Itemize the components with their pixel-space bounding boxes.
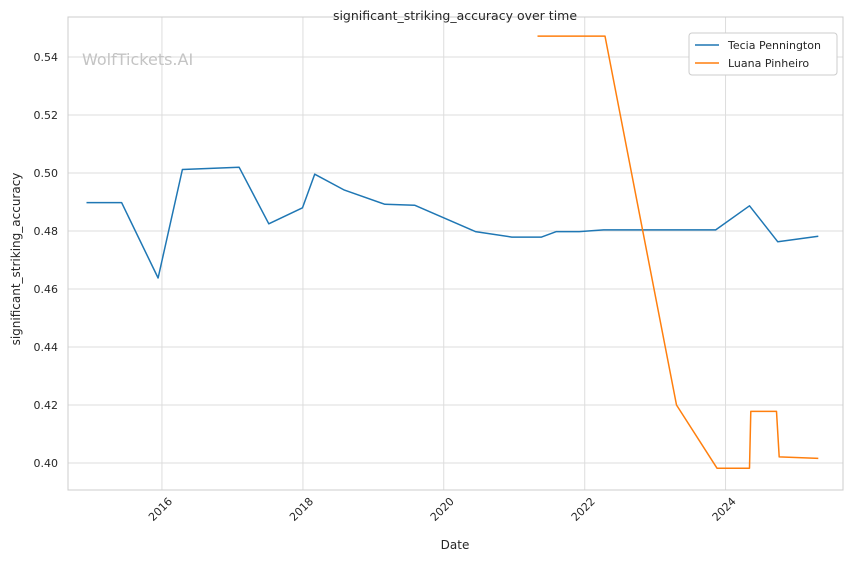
y-tick-label: 0.50 [34, 167, 59, 180]
y-axis-label: significant_striking_accuracy [9, 173, 23, 346]
y-tick-label: 0.40 [34, 457, 59, 470]
legend-label-luana-pinheiro: Luana Pinheiro [728, 57, 809, 70]
watermark: WolfTickets.AI [82, 50, 193, 69]
x-axis-label: Date [441, 538, 470, 552]
legend-label-tecia-pennington: Tecia Pennington [727, 39, 821, 52]
y-tick-label: 0.42 [34, 399, 59, 412]
y-tick-label: 0.44 [34, 341, 59, 354]
y-tick-label: 0.46 [34, 283, 59, 296]
plot-area [67, 16, 844, 491]
legend-box [688, 32, 838, 76]
series-line-luana-pinheiro [537, 35, 819, 469]
y-tick-label: 0.54 [34, 51, 59, 64]
series-line-tecia-pennington [86, 166, 819, 279]
chart-title: significant_striking_accuracy over time [333, 8, 577, 23]
legend: Tecia Pennington Luana Pinheiro [688, 32, 838, 76]
y-tick-label: 0.48 [34, 225, 59, 238]
y-tick-label: 0.52 [34, 109, 59, 122]
